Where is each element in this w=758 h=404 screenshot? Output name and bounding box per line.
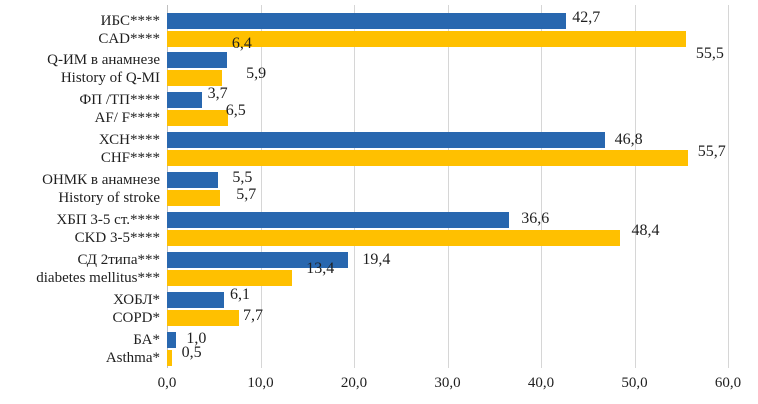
- category-label-en: History of Q-MI: [60, 70, 160, 87]
- bar-series_blue: [167, 172, 219, 189]
- data-label-series_yellow: 55,5: [695, 44, 724, 62]
- bar-series_yellow: [167, 269, 293, 286]
- x-axis-tick-label: 40,0: [527, 375, 555, 391]
- data-label-series_yellow: 5,9: [246, 65, 267, 83]
- bar-series_yellow: [167, 230, 620, 246]
- bar-series_yellow: [167, 150, 688, 167]
- gridline: [728, 5, 729, 368]
- category-label-ru: ХОБЛ*: [113, 291, 160, 308]
- data-label-series_yellow: 7,7: [242, 306, 263, 324]
- category-label-ru: ОНМК в анамнезе: [42, 172, 160, 189]
- bar-series_yellow: [167, 349, 172, 366]
- data-label-series_blue: 19,4: [362, 250, 391, 268]
- gridline: [634, 5, 636, 368]
- bar-series_yellow: [167, 309, 239, 326]
- bar-series_yellow: [167, 70, 223, 87]
- bar-series_blue: [167, 212, 510, 228]
- bar-series_blue: [167, 331, 177, 348]
- bar-series_blue: [167, 291, 225, 308]
- category-label-en: CKD 3-5****: [74, 230, 160, 246]
- data-label-series_blue: 36,6: [521, 210, 550, 227]
- category-label-ru: ФП /ТП****: [79, 92, 160, 109]
- bar-series_blue: [167, 52, 227, 69]
- data-label-series_blue: 5,5: [232, 169, 253, 187]
- bar-series_blue: [167, 251, 349, 268]
- data-label-series_blue: 1,0: [186, 329, 207, 347]
- data-label-series_yellow: 5,7: [236, 186, 257, 204]
- bar-series_yellow: [167, 110, 228, 127]
- data-label-series_yellow: 6,5: [225, 102, 246, 120]
- data-label-series_yellow: 13,4: [306, 259, 335, 277]
- x-axis-tick-label: 50,0: [621, 375, 648, 391]
- data-label-series_yellow: 0,5: [181, 343, 202, 361]
- data-label-series_yellow: 55,7: [697, 143, 726, 161]
- category-label-ru: ИБС****: [100, 12, 160, 29]
- category-label-en: Asthma*: [105, 349, 160, 366]
- data-label-series_blue: 6,4: [231, 35, 252, 53]
- category-label-ru: ХБП 3-5 ст.****: [56, 212, 160, 228]
- gridline: [447, 5, 449, 368]
- category-label-en: AF/ F****: [94, 110, 160, 127]
- data-label-series_blue: 6,1: [230, 285, 251, 303]
- category-label-en: diabetes mellitus***: [36, 269, 160, 286]
- x-axis-tick-label: 30,0: [434, 375, 461, 391]
- category-label-en: CHF****: [100, 150, 160, 167]
- data-label-series_yellow: 48,4: [631, 222, 660, 239]
- data-label-series_blue: 3,7: [207, 85, 228, 103]
- bar-series_yellow: [167, 190, 221, 207]
- bar-series_blue: [167, 12, 567, 29]
- category-label-en: COPD*: [112, 309, 160, 326]
- category-label-ru: ХСН****: [98, 132, 160, 149]
- gridline: [260, 5, 262, 368]
- bar-series_yellow: [167, 30, 686, 47]
- data-label-series_blue: 42,7: [572, 8, 601, 26]
- x-axis-tick-label: 60,0: [714, 375, 742, 391]
- x-axis-tick-label: 20,0: [340, 375, 368, 391]
- x-axis-tick-label: 10,0: [247, 375, 274, 391]
- category-label-ru: СД 2типа***: [77, 251, 160, 268]
- bar-series_blue: [167, 92, 202, 109]
- category-label-ru: БА*: [133, 331, 160, 348]
- category-label-en: CAD****: [98, 30, 160, 47]
- gridline: [354, 5, 355, 368]
- category-label-en: History of stroke: [58, 190, 160, 207]
- category-label-ru: Q-ИМ в анамнезе: [47, 52, 160, 69]
- data-label-series_blue: 46,8: [614, 131, 643, 149]
- gridline: [541, 5, 542, 368]
- bar-series_blue: [167, 132, 605, 149]
- x-axis-tick-label: 0,0: [157, 375, 177, 391]
